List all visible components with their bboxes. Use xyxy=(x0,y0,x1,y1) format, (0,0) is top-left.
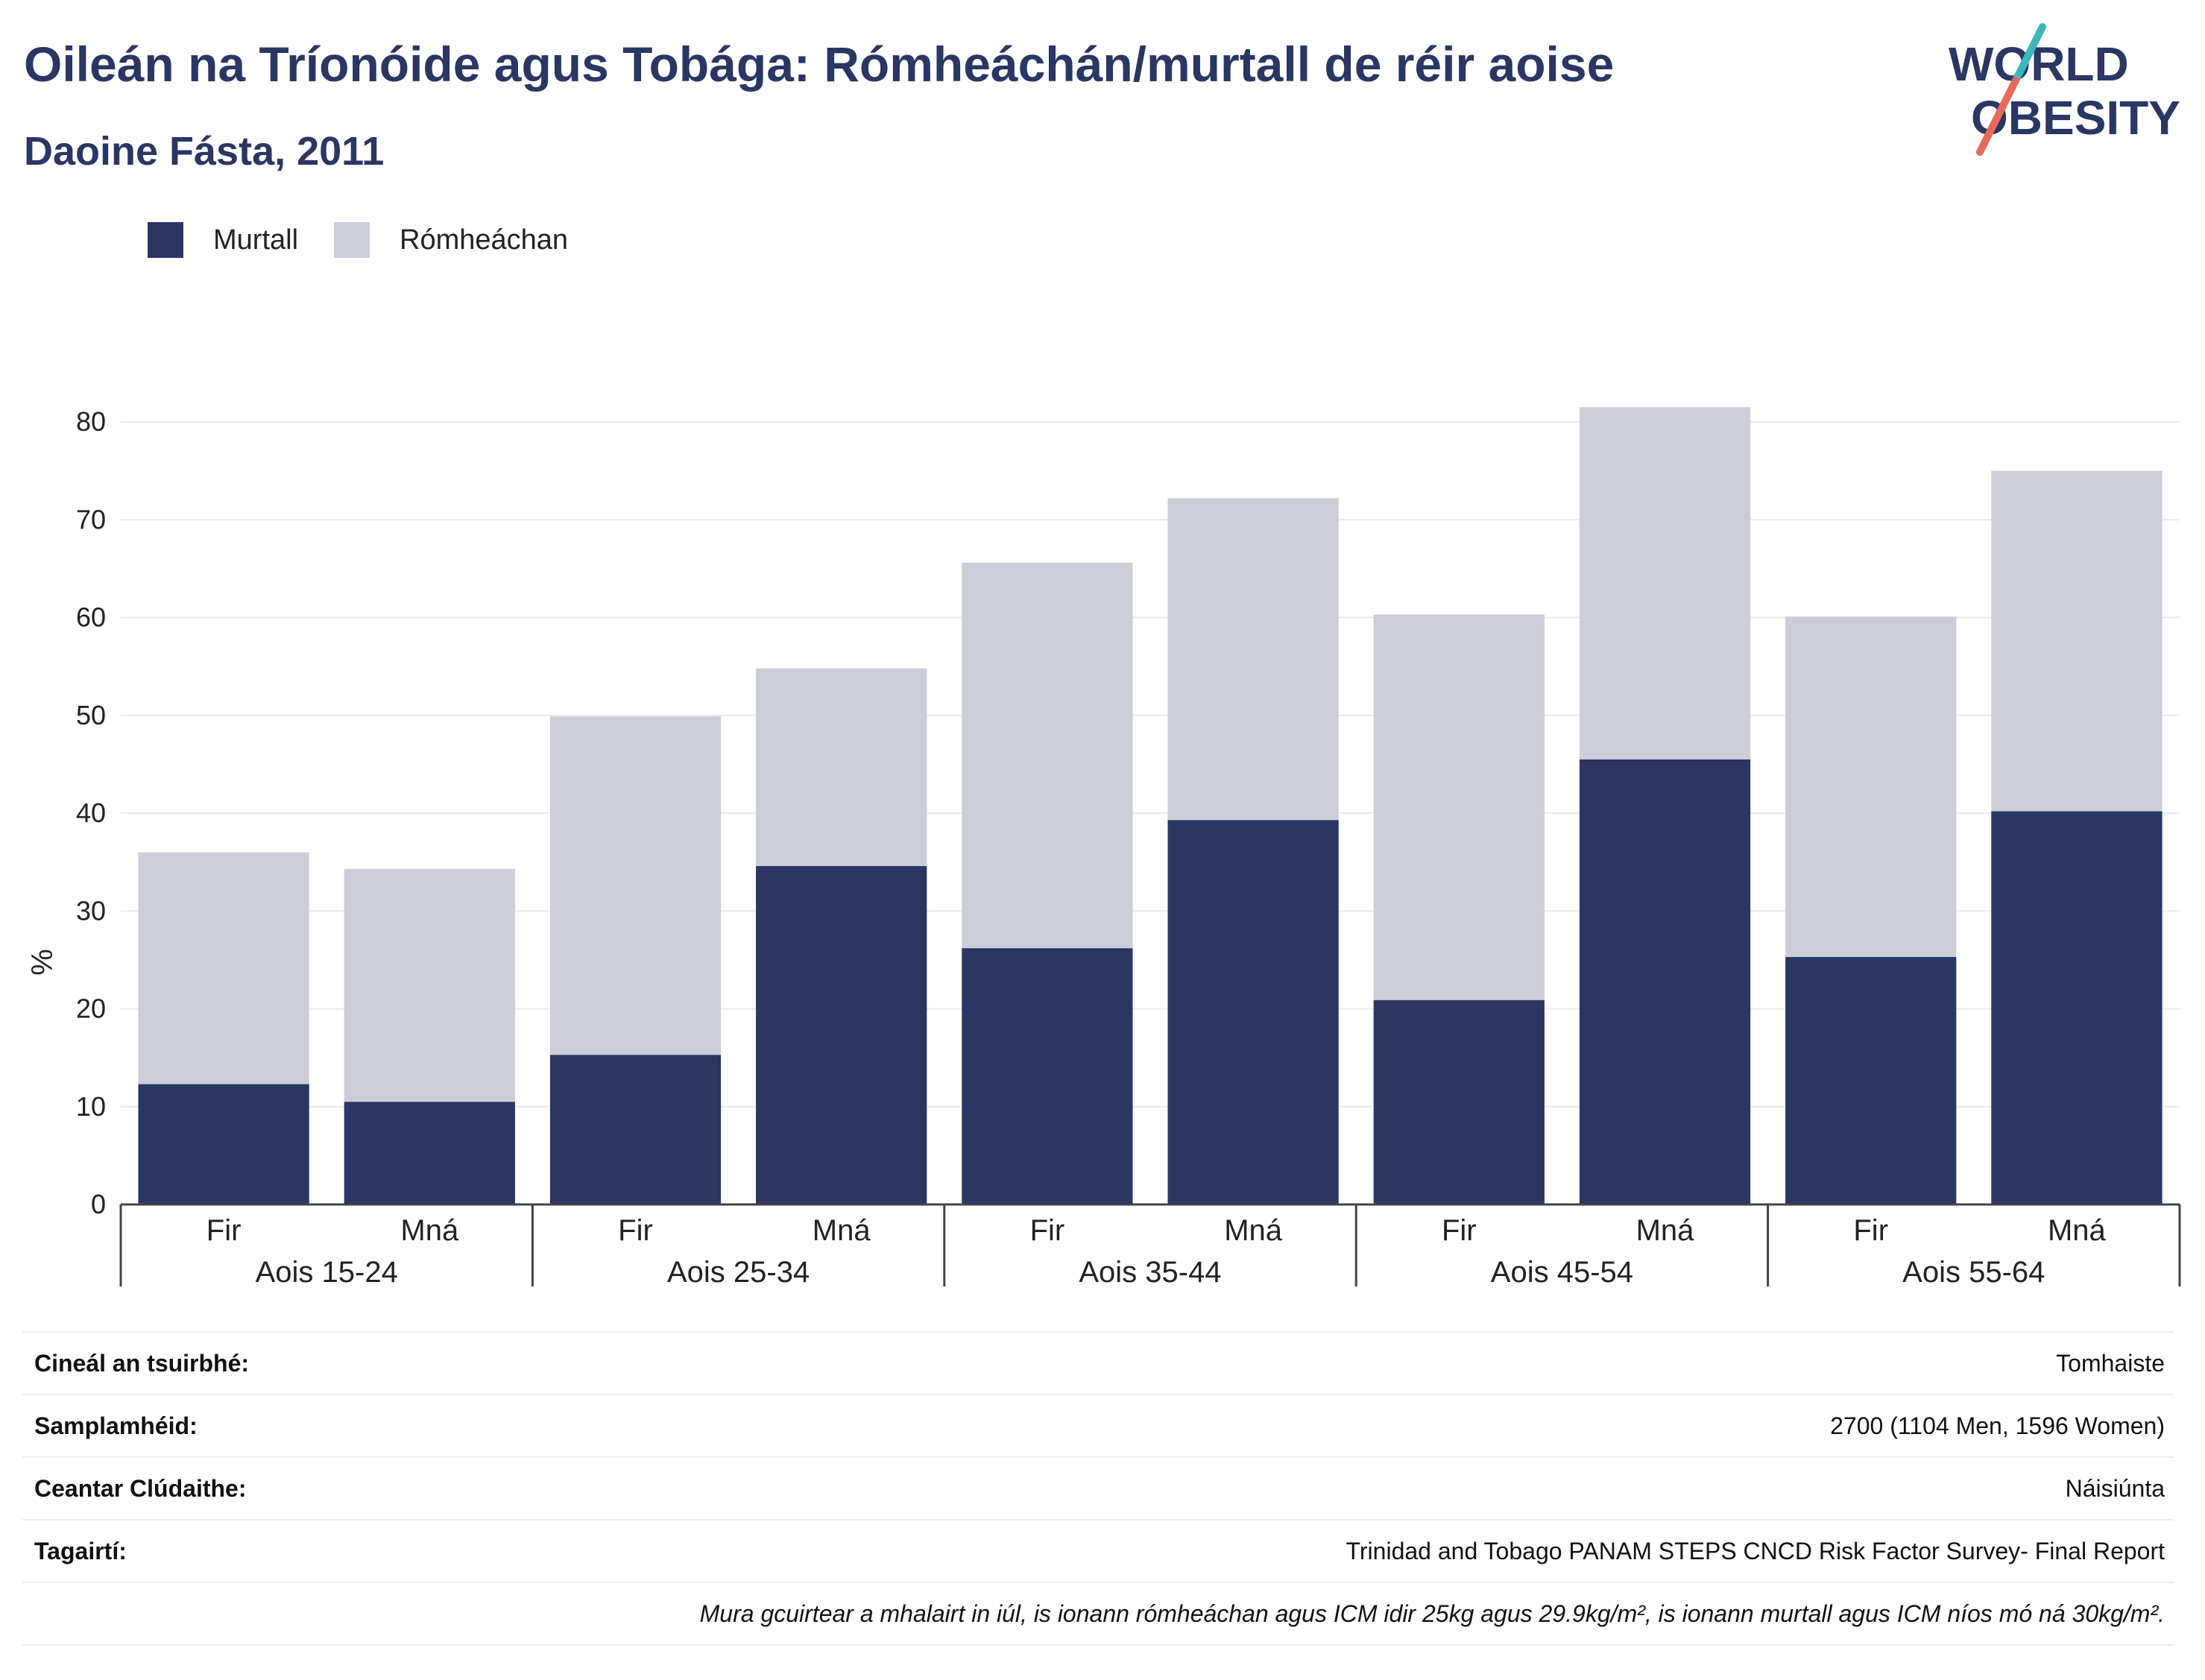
bar-romheachan xyxy=(1991,470,2163,812)
bar-murtall xyxy=(1991,811,2163,1204)
bar-murtall xyxy=(1579,759,1751,1204)
logo-graphic: WORLD OBESITY xyxy=(1949,23,2180,156)
chart-legend: Murtall Rómheáchan xyxy=(148,218,604,262)
bar-murtall xyxy=(1167,820,1339,1204)
info-value-area-covered: Náisiúnta xyxy=(2065,1474,2165,1502)
x-category-label: Fir xyxy=(1853,1214,1888,1247)
x-group-label: Aois 55-64 xyxy=(1902,1256,2045,1289)
info-row-note: Mura gcuirtear a mhalairt in iúl, is ion… xyxy=(22,1582,2174,1646)
info-key-sample-size: Samplamhéid: xyxy=(34,1412,198,1439)
y-axis-title: % xyxy=(26,949,59,976)
y-tick-label: 0 xyxy=(91,1189,106,1219)
world-obesity-logo: WORLD OBESITY xyxy=(1938,21,2192,162)
bar-murtall xyxy=(1373,1000,1545,1204)
info-key-references: Tagairtí: xyxy=(34,1537,127,1564)
info-key-survey-type: Cineál an tsuirbhé: xyxy=(34,1349,250,1377)
bar-romheachan xyxy=(344,868,515,1102)
y-tick-label: 30 xyxy=(76,895,106,926)
bar-romheachan xyxy=(756,668,927,866)
logo-slash-top xyxy=(2012,23,2046,84)
info-value-survey-type: Tomhaiste xyxy=(2056,1349,2165,1377)
y-tick-label: 20 xyxy=(76,994,106,1024)
x-group-label: Aois 15-24 xyxy=(256,1256,398,1289)
y-tick-label: 50 xyxy=(76,700,106,730)
bar-murtall xyxy=(549,1055,722,1204)
chart-subtitle: Daoine Fásta, 2011 xyxy=(24,129,385,174)
y-tick-label: 80 xyxy=(76,406,106,437)
x-category-label: Fir xyxy=(206,1214,242,1247)
legend-label-murtall: Murtall xyxy=(213,224,299,256)
bar-murtall xyxy=(756,865,927,1204)
x-category-label: Fir xyxy=(1442,1214,1477,1247)
bar-romheachan xyxy=(1579,407,1751,760)
info-row-references: Tagairtí: Trinidad and Tobago PANAM STEP… xyxy=(22,1519,2174,1582)
x-category-label: Mná xyxy=(1636,1214,1695,1247)
y-tick-label: 70 xyxy=(76,504,106,534)
info-row-area-covered: Ceantar Clúdaithe: Náisiúnta xyxy=(22,1456,2174,1519)
bar-romheachan xyxy=(549,716,722,1055)
bar-romheachan xyxy=(138,852,309,1084)
x-category-label: Mná xyxy=(2048,1214,2107,1247)
info-row-sample-size: Samplamhéid: 2700 (1104 Men, 1596 Women) xyxy=(22,1394,2174,1456)
legend-item-romheachan: Rómheáchan xyxy=(334,222,568,258)
bar-murtall xyxy=(344,1102,515,1204)
bar-murtall xyxy=(962,948,1133,1204)
bar-romheachan xyxy=(1373,614,1545,1000)
y-tick-label: 40 xyxy=(76,798,106,828)
x-category-label: Fir xyxy=(1030,1214,1065,1247)
info-value-sample-size: 2700 (1104 Men, 1596 Women) xyxy=(1830,1412,2165,1439)
legend-label-romheachan: Rómheáchan xyxy=(400,224,569,256)
x-category-label: Mná xyxy=(813,1214,871,1247)
info-row-survey-type: Cineál an tsuirbhé: Tomhaiste xyxy=(22,1331,2174,1394)
survey-info-table: Cineál an tsuirbhé: Tomhaiste Samplamhéi… xyxy=(22,1331,2174,1646)
x-group-label: Aois 25-34 xyxy=(667,1256,810,1289)
x-category-label: Mná xyxy=(1224,1214,1283,1247)
bar-murtall xyxy=(138,1084,309,1204)
bmi-definition-note: Mura gcuirtear a mhalairt in iúl, is ion… xyxy=(699,1600,2165,1627)
x-category-label: Fir xyxy=(618,1214,653,1247)
bar-chart: 0 10 20 30 40 50 60 70 80% Fir Mná Fir Mná Fir Mná Fir M… xyxy=(26,406,2181,1289)
legend-swatch-romheachan xyxy=(334,222,370,258)
y-tick-label: 60 xyxy=(76,602,106,633)
bar-romheachan xyxy=(1167,498,1339,821)
bar-romheachan xyxy=(962,563,1133,949)
info-value-references: Trinidad and Tobago PANAM STEPS CNCD Ris… xyxy=(1346,1537,2165,1564)
logo-slash-bottom xyxy=(1976,77,2019,156)
info-key-area-covered: Ceantar Clúdaithe: xyxy=(34,1474,247,1502)
bar-murtall xyxy=(1785,956,1957,1204)
logo-line1: WORLD xyxy=(1949,37,2129,91)
x-group-label: Aois 45-54 xyxy=(1491,1256,1633,1289)
y-tick-label: 10 xyxy=(76,1091,106,1122)
bar-romheachan xyxy=(1785,616,1957,957)
legend-item-murtall: Murtall xyxy=(148,222,298,258)
legend-swatch-murtall xyxy=(148,222,183,258)
x-group-label: Aois 35-44 xyxy=(1079,1256,1221,1289)
x-category-label: Mná xyxy=(400,1214,459,1247)
chart-title: Oileán na Tríonóide agus Tobága: Rómheác… xyxy=(24,37,1615,92)
